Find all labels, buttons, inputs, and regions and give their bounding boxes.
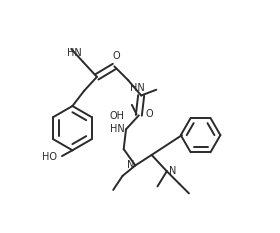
Text: HN: HN — [110, 124, 125, 134]
Text: HN: HN — [67, 48, 82, 58]
Text: O: O — [113, 51, 120, 61]
Text: HO: HO — [42, 152, 57, 162]
Text: OH: OH — [110, 112, 125, 121]
Text: N: N — [127, 161, 135, 170]
Text: HN: HN — [130, 83, 144, 93]
Text: O: O — [145, 109, 153, 119]
Text: N: N — [169, 166, 176, 176]
